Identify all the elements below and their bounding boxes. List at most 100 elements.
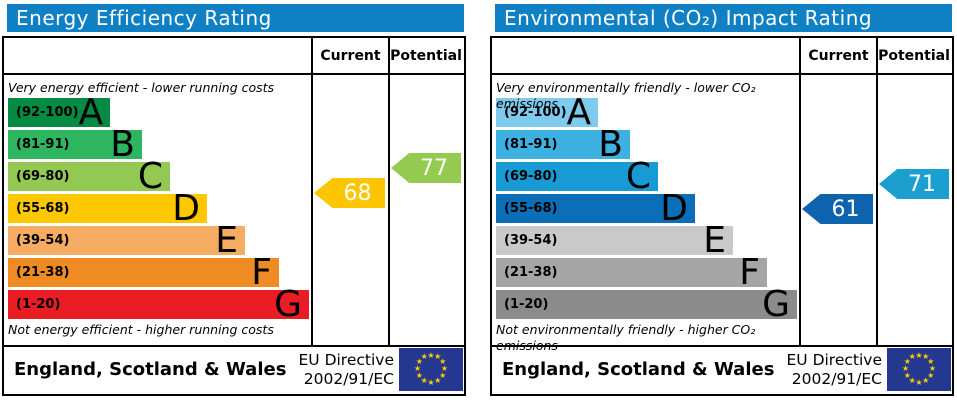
band-range-label: (21-38) bbox=[16, 265, 70, 280]
rating-band-b: (81-91) B bbox=[496, 123, 630, 165]
header-spacer bbox=[4, 38, 311, 73]
header-spacer bbox=[492, 38, 799, 73]
star-icon: ★ bbox=[903, 370, 911, 380]
band-letter: D bbox=[172, 187, 200, 229]
potential-column bbox=[876, 75, 950, 345]
rating-band-area: Very energy efficient - lower running co… bbox=[4, 75, 464, 345]
rating-band-f: (21-38) F bbox=[8, 251, 279, 293]
rating-band-g: (1-20) G bbox=[496, 283, 797, 325]
energy-rating-table: Current Potential Very energy efficient … bbox=[2, 36, 466, 396]
co2-rating-table: Current Potential Very environmentally f… bbox=[490, 36, 954, 396]
band-range-label: (55-68) bbox=[16, 201, 70, 216]
star-icon: ★ bbox=[413, 364, 422, 373]
band-range-label: (69-80) bbox=[16, 169, 70, 184]
potential-column-header: Potential bbox=[388, 38, 462, 73]
band-letter: D bbox=[660, 187, 688, 229]
eu-directive-text: EU Directive 2002/91/EC bbox=[786, 351, 883, 388]
band-letter: F bbox=[739, 251, 760, 293]
co2-panel-title: Environmental (CO₂) Impact Rating bbox=[495, 4, 952, 32]
star-icon: ★ bbox=[415, 357, 423, 367]
current-rating-value: 61 bbox=[831, 196, 860, 222]
rating-band-d: (55-68) D bbox=[8, 187, 207, 229]
bottom-caption: Not energy efficient - higher running co… bbox=[8, 322, 274, 337]
star-icon: ★ bbox=[439, 370, 447, 380]
band-letter: B bbox=[598, 123, 623, 165]
band-letter: F bbox=[251, 251, 272, 293]
band-letter: B bbox=[110, 123, 135, 165]
current-column-header: Current bbox=[799, 38, 876, 73]
band-range-label: (39-54) bbox=[504, 233, 558, 248]
star-icon: ★ bbox=[901, 364, 910, 373]
rating-band-b: (81-91) B bbox=[8, 123, 142, 165]
band-letter: E bbox=[215, 219, 238, 261]
band-range-label: (1-20) bbox=[16, 297, 61, 312]
rating-band-c: (69-80) C bbox=[496, 155, 658, 197]
potential-rating-value: 71 bbox=[908, 171, 936, 197]
band-range-label: (81-91) bbox=[504, 137, 558, 152]
band-range-label: (92-100) bbox=[16, 105, 79, 120]
star-icon: ★ bbox=[915, 350, 923, 360]
rating-band-a: (92-100) A bbox=[496, 91, 598, 133]
band-range-label: (69-80) bbox=[504, 169, 558, 184]
star-icon: ★ bbox=[440, 364, 449, 373]
star-icon: ★ bbox=[420, 375, 428, 385]
rating-band-c: (69-80) C bbox=[8, 155, 170, 197]
top-caption: Very environmentally friendly - lower CO… bbox=[496, 80, 756, 111]
region-label: England, Scotland & Wales bbox=[502, 359, 775, 380]
band-letter: A bbox=[566, 91, 592, 133]
top-caption: Very energy efficient - lower running co… bbox=[8, 80, 275, 95]
band-range-label: (1-20) bbox=[504, 297, 549, 312]
region-label: England, Scotland & Wales bbox=[14, 359, 287, 380]
current-column bbox=[799, 75, 876, 345]
band-range-label: (55-68) bbox=[504, 201, 558, 216]
star-icon: ★ bbox=[928, 364, 937, 373]
band-range-label: (81-91) bbox=[16, 137, 70, 152]
band-range-label: (92-100) bbox=[504, 105, 567, 120]
eu-flag-icon: ★ ★ ★ ★ ★ ★ ★ ★ ★ ★ ★ ★ bbox=[399, 348, 463, 391]
energy-panel-title: Energy Efficiency Rating bbox=[7, 4, 464, 32]
potential-rating-value: 77 bbox=[420, 155, 448, 181]
star-icon: ★ bbox=[922, 375, 930, 385]
rating-band-e: (39-54) E bbox=[8, 219, 245, 261]
band-letter: G bbox=[762, 283, 790, 325]
band-column: Very environmentally friendly - lower CO… bbox=[492, 75, 799, 353]
star-icon: ★ bbox=[439, 357, 447, 367]
rating-band-d: (55-68) D bbox=[496, 187, 695, 229]
star-icon: ★ bbox=[415, 370, 423, 380]
rating-band-g: (1-20) G bbox=[8, 283, 309, 325]
band-letter: G bbox=[274, 283, 302, 325]
potential-column bbox=[388, 75, 462, 345]
panel-footer: England, Scotland & Wales EU Directive 2… bbox=[492, 345, 952, 392]
bottom-caption: Not environmentally friendly - higher CO… bbox=[496, 322, 756, 353]
rating-band-a: (92-100) A bbox=[8, 91, 110, 133]
rating-band-f: (21-38) F bbox=[496, 251, 767, 293]
co2-impact-panel: Environmental (CO₂) Impact Rating Curren… bbox=[490, 4, 954, 396]
energy-efficiency-panel: Energy Efficiency Rating Current Potenti… bbox=[2, 4, 466, 396]
band-letter: E bbox=[703, 219, 726, 261]
star-icon: ★ bbox=[927, 357, 935, 367]
potential-column-header: Potential bbox=[876, 38, 950, 73]
band-letter: C bbox=[625, 155, 651, 197]
band-letter: A bbox=[78, 91, 104, 133]
band-range-label: (39-54) bbox=[16, 233, 70, 248]
star-icon: ★ bbox=[434, 352, 442, 362]
panel-footer: England, Scotland & Wales EU Directive 2… bbox=[4, 345, 464, 392]
rating-bands: (92-100) A (81-91) B (69-80) C (55-68) D (39-54)… bbox=[8, 91, 311, 325]
star-icon: ★ bbox=[908, 352, 916, 362]
rating-band-area: Very environmentally friendly - lower CO… bbox=[492, 75, 952, 353]
star-icon: ★ bbox=[908, 375, 916, 385]
star-icon: ★ bbox=[903, 357, 911, 367]
star-icon: ★ bbox=[434, 375, 442, 385]
star-icon: ★ bbox=[915, 377, 923, 387]
band-column: Very energy efficient - lower running co… bbox=[4, 75, 311, 345]
star-icon: ★ bbox=[922, 352, 930, 362]
current-column bbox=[311, 75, 388, 345]
current-rating-value: 68 bbox=[343, 180, 372, 206]
band-letter: C bbox=[137, 155, 163, 197]
star-icon: ★ bbox=[420, 352, 428, 362]
eu-flag-icon: ★ ★ ★ ★ ★ ★ ★ ★ ★ ★ ★ ★ bbox=[887, 348, 951, 391]
band-range-label: (21-38) bbox=[504, 265, 558, 280]
column-header-row: Current Potential bbox=[492, 38, 952, 75]
star-icon: ★ bbox=[427, 350, 435, 360]
